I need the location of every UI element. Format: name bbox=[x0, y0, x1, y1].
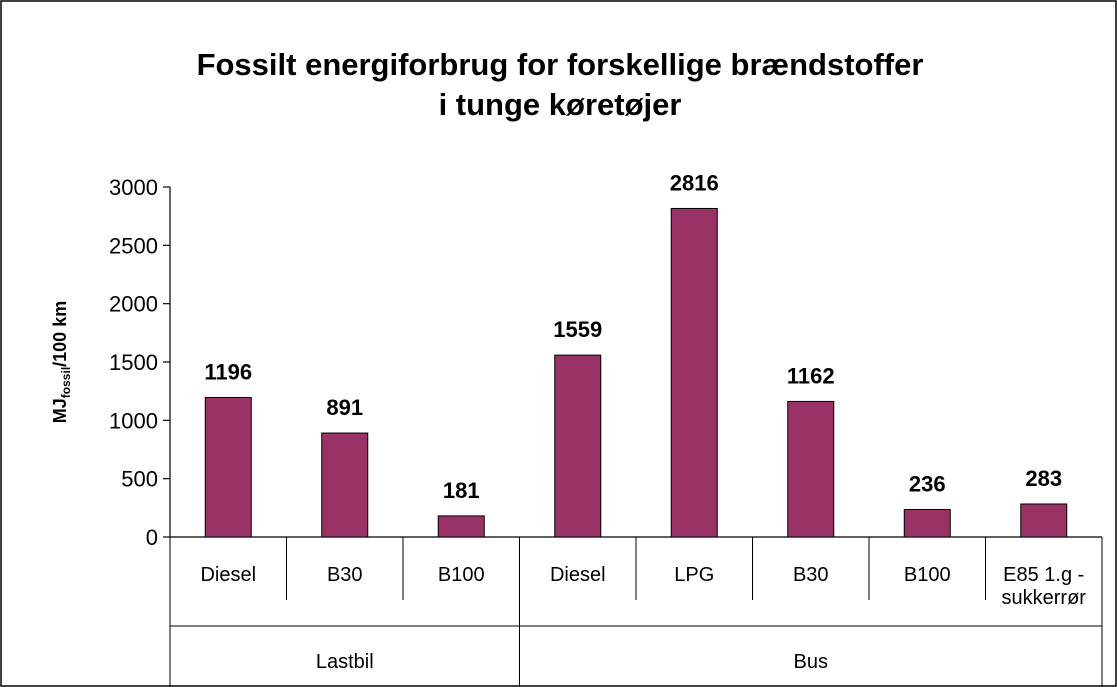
bar bbox=[204, 396, 252, 538]
y-tick-label: 1000 bbox=[109, 408, 158, 433]
x-tick-label: E85 1.g - sukkerrør bbox=[1001, 564, 1086, 609]
x-tick-label: Diesel bbox=[549, 564, 606, 586]
bar bbox=[903, 508, 951, 538]
y-axis-label: MJfossil/100 km bbox=[50, 301, 73, 423]
y-tick-label: 0 bbox=[146, 525, 158, 550]
x-tick-label: B100 bbox=[437, 564, 485, 586]
bar bbox=[787, 400, 835, 538]
chart-title: Fossilt energiforbrug for forskellige br… bbox=[197, 47, 924, 82]
y-label-rest: /100 km bbox=[50, 301, 70, 367]
y-tick-label: 3000 bbox=[109, 175, 158, 200]
bar bbox=[1020, 503, 1068, 538]
x-tick-label: B100 bbox=[903, 564, 951, 586]
data-label: 1196 bbox=[204, 359, 252, 384]
bar bbox=[670, 207, 718, 538]
group-label: Bus bbox=[794, 651, 828, 673]
data-label: 181 bbox=[443, 478, 480, 503]
x-tick-label: B30 bbox=[792, 564, 829, 586]
data-label: 2816 bbox=[670, 170, 719, 195]
data-label: 283 bbox=[1025, 466, 1062, 491]
y-label-main: MJ bbox=[50, 398, 70, 423]
bar bbox=[437, 515, 485, 538]
y-tick-label: 1500 bbox=[109, 350, 158, 375]
x-tick-label: B30 bbox=[326, 564, 363, 586]
y-tick-label: 500 bbox=[121, 467, 158, 492]
chart-title: i tunge køretøjer bbox=[439, 87, 682, 122]
data-label: 1559 bbox=[553, 317, 602, 342]
x-tick-label: Diesel bbox=[200, 564, 257, 586]
bar bbox=[321, 432, 369, 538]
x-tick-label: LPG bbox=[674, 564, 715, 586]
y-label-sub: fossil bbox=[59, 367, 73, 398]
data-label: 891 bbox=[326, 395, 363, 420]
data-label: 1162 bbox=[787, 363, 835, 388]
y-tick-label: 2000 bbox=[109, 292, 158, 317]
data-label: 236 bbox=[909, 471, 946, 496]
bar bbox=[554, 354, 602, 538]
group-label: Lastbil bbox=[316, 651, 374, 673]
y-tick-label: 2500 bbox=[109, 233, 158, 258]
